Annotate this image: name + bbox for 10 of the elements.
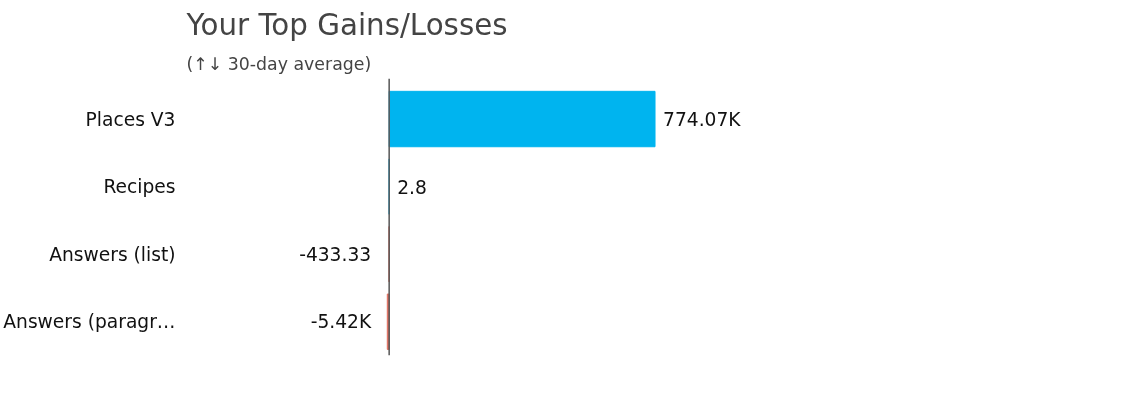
data-label: 774.07K <box>663 108 742 130</box>
y-tick-label: Recipes <box>103 176 176 198</box>
data-label: -433.33 <box>299 244 372 266</box>
chart-subtitle: (↑↓ 30-day average) <box>186 53 372 74</box>
y-tick-label: Answers (paragr… <box>3 311 176 333</box>
y-tick-label: Answers (list) <box>49 243 176 265</box>
data-label: -5.42K <box>310 311 372 333</box>
y-tick-label: Places V3 <box>85 108 176 130</box>
chart-title: Your Top Gains/Losses <box>185 7 508 42</box>
data-label: 2.8 <box>397 176 427 198</box>
